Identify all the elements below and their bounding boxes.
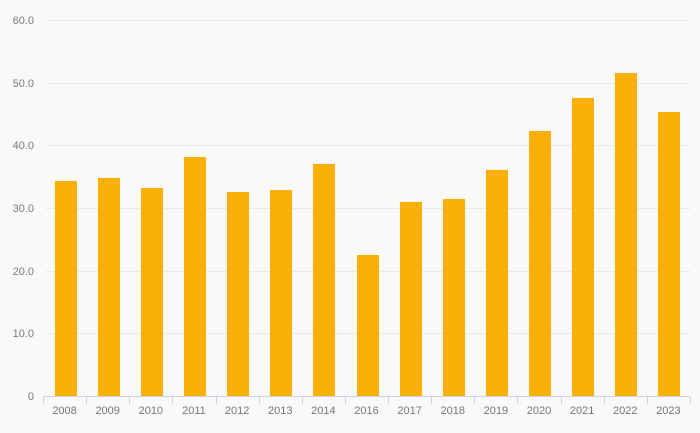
x-axis-tick <box>561 397 562 404</box>
bar-2017[interactable] <box>399 201 422 396</box>
x-axis-label: 2018 <box>440 405 465 417</box>
gridline <box>46 145 690 147</box>
x-axis-label: 2023 <box>656 405 681 417</box>
bar-2016[interactable] <box>356 255 379 396</box>
x-axis-label: 2010 <box>138 405 164 417</box>
x-axis-tick <box>86 397 87 404</box>
x-axis-tick <box>604 397 605 404</box>
bar-2013[interactable] <box>270 189 293 396</box>
bar-2010[interactable] <box>140 187 163 396</box>
bar-2019[interactable] <box>485 169 508 396</box>
gridline <box>46 208 690 209</box>
y-axis-label: 60.0 <box>12 15 34 27</box>
plot-area <box>43 20 690 397</box>
x-axis-label: 2009 <box>95 405 120 417</box>
bar-2020[interactable] <box>529 130 552 396</box>
x-axis-label: 2020 <box>526 405 552 417</box>
x-axis-label: 2019 <box>483 405 509 417</box>
x-axis-label: 2011 <box>182 405 206 417</box>
x-axis-tick <box>690 397 691 404</box>
y-axis-label: 30.0 <box>12 203 34 215</box>
x-axis-tick <box>43 397 44 404</box>
y-axis-label: 0 <box>27 391 34 403</box>
x-axis-line <box>43 396 690 397</box>
bar-2021[interactable] <box>572 98 595 396</box>
bar-2018[interactable] <box>442 199 465 396</box>
x-axis-label: 2016 <box>354 405 379 417</box>
bar-2012[interactable] <box>227 191 250 396</box>
bar-2022[interactable] <box>615 73 638 396</box>
x-axis-label: 2012 <box>224 405 250 417</box>
x-axis-label: 2017 <box>397 405 422 417</box>
x-axis-label: 2014 <box>311 405 336 417</box>
x-axis-tick <box>259 397 260 404</box>
gridline <box>46 82 690 84</box>
gridline <box>46 20 690 21</box>
bar-2009[interactable] <box>97 177 120 396</box>
x-axis-tick <box>216 397 217 404</box>
x-axis-tick <box>431 397 432 404</box>
x-axis-tick <box>302 397 303 404</box>
y-axis-label: 40.0 <box>12 140 34 153</box>
x-axis-tick <box>345 397 346 404</box>
x-axis-label: 2013 <box>267 405 293 417</box>
bar-2011[interactable] <box>183 157 206 396</box>
x-axis-label: 2008 <box>52 405 77 417</box>
y-axis-label: 50.0 <box>12 77 34 90</box>
x-axis-tick <box>517 397 518 404</box>
x-axis-tick <box>474 397 475 404</box>
x-axis-label: 2021 <box>569 405 595 417</box>
x-axis-tick <box>172 397 173 404</box>
x-axis-tick <box>388 397 389 404</box>
y-axis-label: 10.0 <box>12 328 34 341</box>
x-axis-tick <box>129 397 130 404</box>
bar-2008[interactable] <box>54 181 77 396</box>
x-axis-tick <box>647 397 648 404</box>
y-axis-label: 20.0 <box>12 265 34 278</box>
bar-2023[interactable] <box>658 112 681 396</box>
x-axis-label: 2022 <box>613 405 638 417</box>
bar-2014[interactable] <box>313 163 336 396</box>
